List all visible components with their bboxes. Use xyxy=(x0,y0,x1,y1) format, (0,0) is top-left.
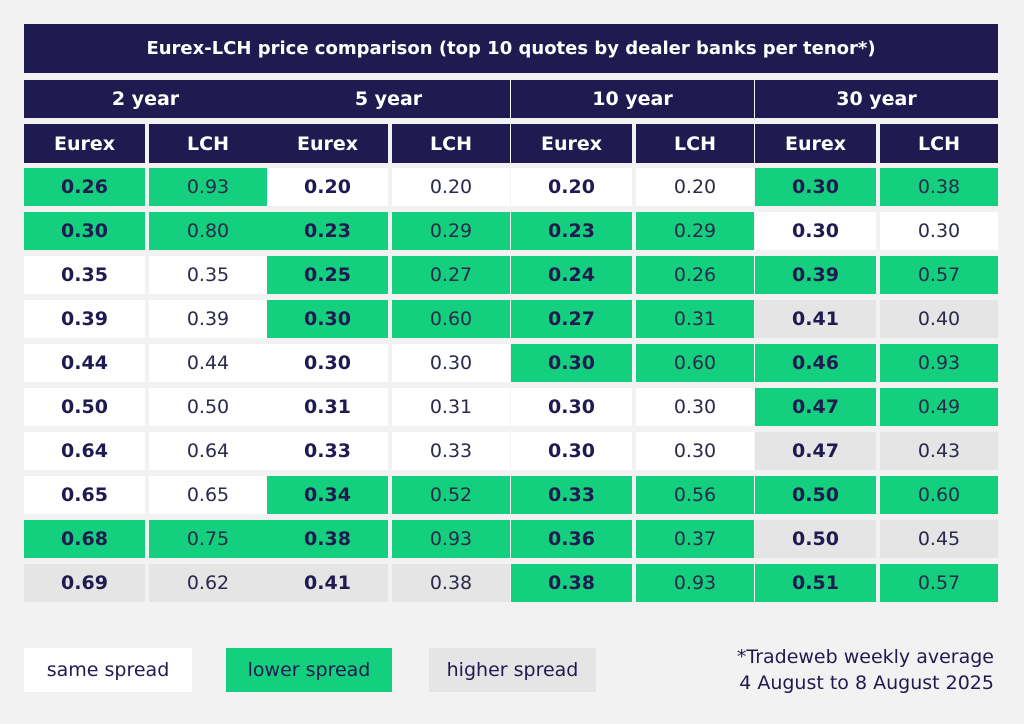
lch-cell: 0.27 xyxy=(392,256,510,294)
eurex-cell: 0.30 xyxy=(267,344,388,382)
lch-cell: 0.29 xyxy=(392,212,510,250)
col-header-eurex: Eurex xyxy=(755,124,876,163)
lch-cell: 0.93 xyxy=(149,168,267,206)
eurex-cell: 0.46 xyxy=(755,344,876,382)
lch-cell: 0.43 xyxy=(880,432,998,470)
eurex-cell: 0.30 xyxy=(511,344,632,382)
col-header-eurex: Eurex xyxy=(24,124,145,163)
eurex-cell: 0.44 xyxy=(24,344,145,382)
col-header-lch: LCH xyxy=(636,124,754,163)
eurex-cell: 0.23 xyxy=(267,212,388,250)
eurex-cell: 0.31 xyxy=(267,388,388,426)
eurex-cell: 0.30 xyxy=(24,212,145,250)
tenor-header: 5 year xyxy=(267,80,510,118)
lch-cell: 0.49 xyxy=(880,388,998,426)
legend-same: same spread xyxy=(24,648,192,692)
lch-cell: 0.60 xyxy=(880,476,998,514)
eurex-cell: 0.20 xyxy=(511,168,632,206)
lch-cell: 0.29 xyxy=(636,212,754,250)
lch-cell: 0.93 xyxy=(392,520,510,558)
lch-cell: 0.57 xyxy=(880,256,998,294)
eurex-cell: 0.26 xyxy=(24,168,145,206)
eurex-cell: 0.38 xyxy=(267,520,388,558)
eurex-cell: 0.47 xyxy=(755,388,876,426)
source-note-line-1: *Tradeweb weekly average xyxy=(736,646,994,668)
lch-cell: 0.40 xyxy=(880,300,998,338)
lch-cell: 0.44 xyxy=(149,344,267,382)
lch-cell: 0.26 xyxy=(636,256,754,294)
col-header-eurex: Eurex xyxy=(511,124,632,163)
lch-cell: 0.20 xyxy=(636,168,754,206)
eurex-cell: 0.69 xyxy=(24,564,145,602)
tenor-header: 2 year xyxy=(24,80,267,118)
lch-cell: 0.38 xyxy=(880,168,998,206)
lch-cell: 0.37 xyxy=(636,520,754,558)
eurex-cell: 0.25 xyxy=(267,256,388,294)
eurex-cell: 0.20 xyxy=(267,168,388,206)
eurex-cell: 0.30 xyxy=(267,300,388,338)
lch-cell: 0.56 xyxy=(636,476,754,514)
lch-cell: 0.30 xyxy=(636,432,754,470)
lch-cell: 0.80 xyxy=(149,212,267,250)
lch-cell: 0.52 xyxy=(392,476,510,514)
lch-cell: 0.93 xyxy=(636,564,754,602)
source-note-line-2: 4 August to 8 August 2025 xyxy=(739,672,994,694)
lch-cell: 0.30 xyxy=(636,388,754,426)
lch-cell: 0.60 xyxy=(636,344,754,382)
lch-cell: 0.20 xyxy=(392,168,510,206)
eurex-cell: 0.33 xyxy=(511,476,632,514)
lch-cell: 0.65 xyxy=(149,476,267,514)
eurex-cell: 0.24 xyxy=(511,256,632,294)
eurex-cell: 0.50 xyxy=(755,520,876,558)
lch-cell: 0.30 xyxy=(392,344,510,382)
legend-lower: lower spread xyxy=(226,648,392,692)
legend-higher: higher spread xyxy=(429,648,596,692)
lch-cell: 0.33 xyxy=(392,432,510,470)
eurex-cell: 0.50 xyxy=(24,388,145,426)
col-header-lch: LCH xyxy=(149,124,267,163)
eurex-cell: 0.47 xyxy=(755,432,876,470)
eurex-cell: 0.33 xyxy=(267,432,388,470)
lch-cell: 0.38 xyxy=(392,564,510,602)
col-header-lch: LCH xyxy=(880,124,998,163)
eurex-cell: 0.38 xyxy=(511,564,632,602)
eurex-cell: 0.36 xyxy=(511,520,632,558)
eurex-cell: 0.39 xyxy=(755,256,876,294)
eurex-cell: 0.23 xyxy=(511,212,632,250)
lch-cell: 0.35 xyxy=(149,256,267,294)
eurex-cell: 0.34 xyxy=(267,476,388,514)
lch-cell: 0.39 xyxy=(149,300,267,338)
lch-cell: 0.31 xyxy=(392,388,510,426)
col-header-eurex: Eurex xyxy=(267,124,388,163)
eurex-cell: 0.30 xyxy=(755,168,876,206)
eurex-cell: 0.41 xyxy=(755,300,876,338)
source-note: *Tradeweb weekly average 4 August to 8 A… xyxy=(737,644,994,696)
eurex-cell: 0.41 xyxy=(267,564,388,602)
eurex-cell: 0.39 xyxy=(24,300,145,338)
lch-cell: 0.50 xyxy=(149,388,267,426)
eurex-cell: 0.30 xyxy=(755,212,876,250)
lch-cell: 0.57 xyxy=(880,564,998,602)
lch-cell: 0.93 xyxy=(880,344,998,382)
eurex-cell: 0.65 xyxy=(24,476,145,514)
lch-cell: 0.45 xyxy=(880,520,998,558)
eurex-cell: 0.51 xyxy=(755,564,876,602)
lch-cell: 0.60 xyxy=(392,300,510,338)
lch-cell: 0.30 xyxy=(880,212,998,250)
lch-cell: 0.62 xyxy=(149,564,267,602)
eurex-cell: 0.30 xyxy=(511,388,632,426)
lch-cell: 0.31 xyxy=(636,300,754,338)
tenor-header: 30 year xyxy=(755,80,998,118)
eurex-cell: 0.64 xyxy=(24,432,145,470)
eurex-cell: 0.27 xyxy=(511,300,632,338)
eurex-cell: 0.50 xyxy=(755,476,876,514)
chart-title: Eurex-LCH price comparison (top 10 quote… xyxy=(24,24,998,73)
eurex-cell: 0.35 xyxy=(24,256,145,294)
eurex-cell: 0.68 xyxy=(24,520,145,558)
lch-cell: 0.75 xyxy=(149,520,267,558)
eurex-cell: 0.30 xyxy=(511,432,632,470)
tenor-header: 10 year xyxy=(511,80,754,118)
lch-cell: 0.64 xyxy=(149,432,267,470)
col-header-lch: LCH xyxy=(392,124,510,163)
